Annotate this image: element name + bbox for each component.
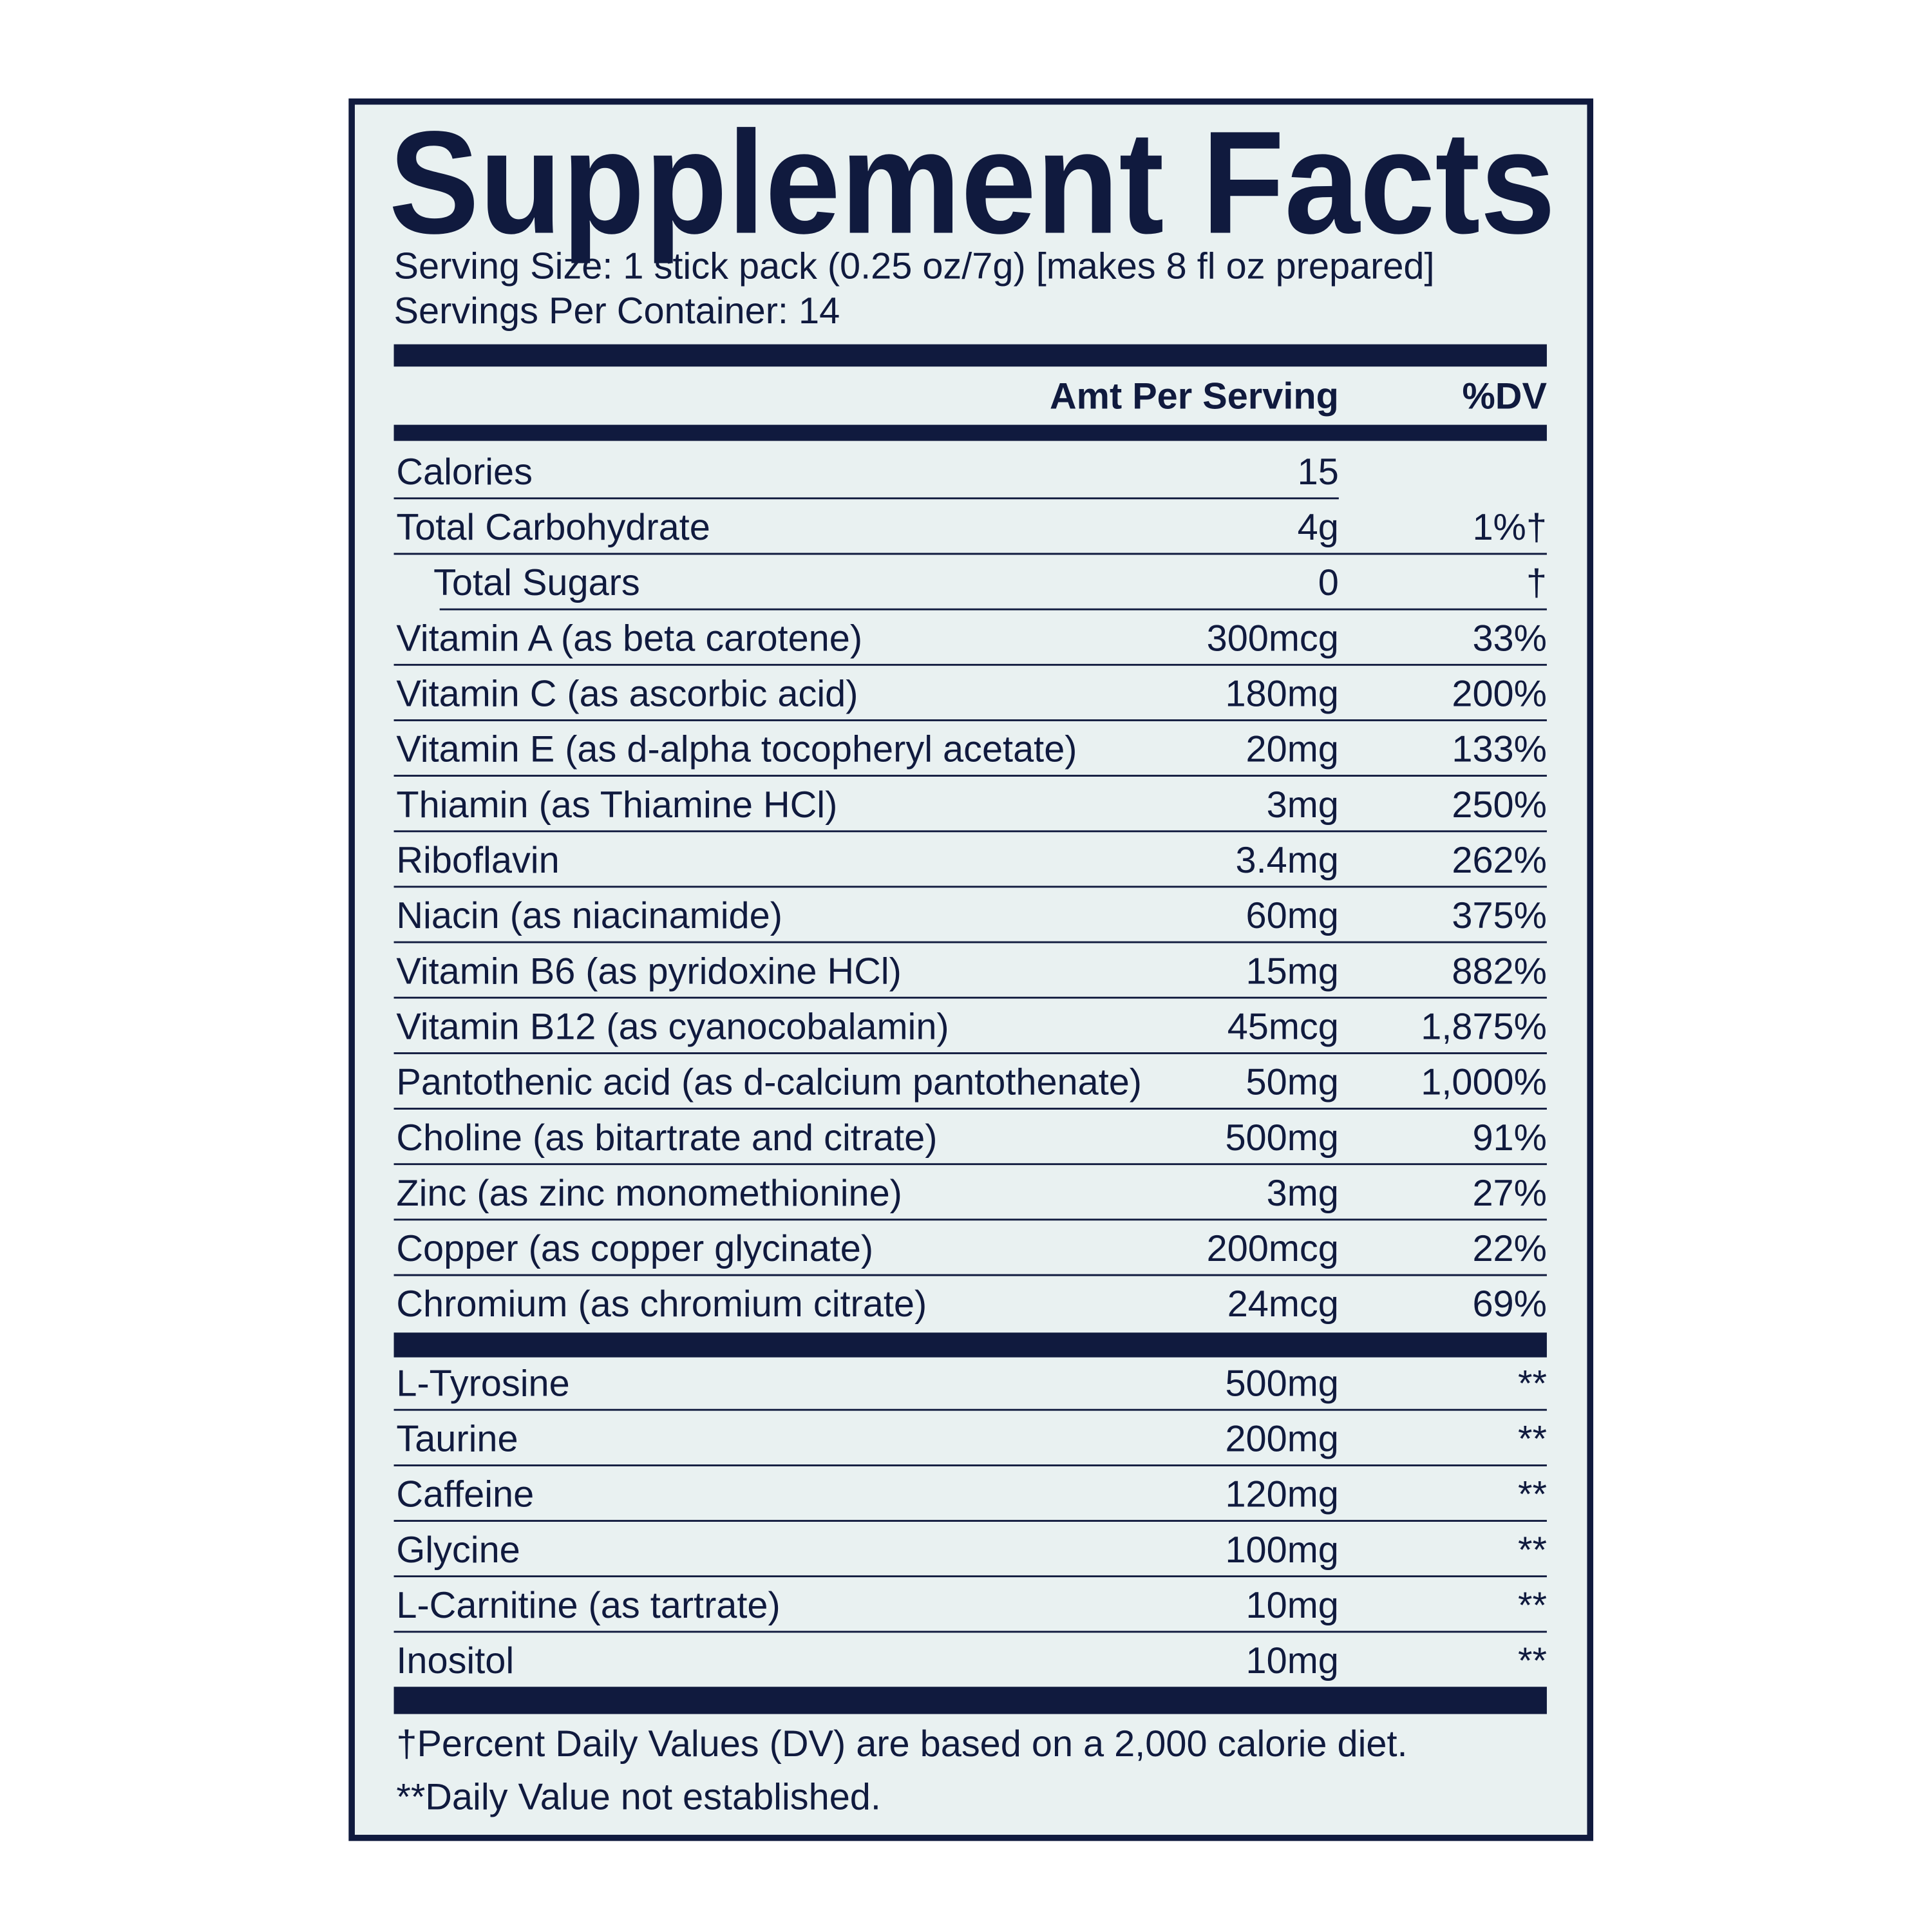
daily-value: ** <box>1518 1640 1547 1681</box>
nutrient-name: Total Carbohydrate <box>396 507 710 548</box>
nutrient-name: Thiamin (as Thiamine HCl) <box>396 784 837 826</box>
column-header: %DV <box>1462 376 1547 417</box>
nutrient-name: Caffeine <box>396 1474 534 1515</box>
amount: 4g <box>1298 507 1339 548</box>
nutrient-name: Total Sugars <box>433 562 640 603</box>
daily-value: 250% <box>1452 784 1547 826</box>
daily-value: 200% <box>1452 674 1547 715</box>
amount: 10mg <box>1246 1585 1339 1626</box>
daily-value: 262% <box>1452 840 1547 881</box>
daily-value: ** <box>1518 1363 1547 1404</box>
daily-value: 1,875% <box>1421 1006 1547 1047</box>
amount: 180mg <box>1225 674 1338 715</box>
daily-value: 22% <box>1472 1228 1546 1269</box>
servings-per-container: Servings Per Container: 14 <box>394 290 840 332</box>
nutrient-name: Copper (as copper glycinate) <box>396 1228 873 1269</box>
amount: 3mg <box>1267 784 1339 826</box>
amount: 15 <box>1298 451 1339 493</box>
daily-value: † <box>1526 562 1547 603</box>
nutrient-name: Pantothenic acid (as d-calcium pantothen… <box>396 1062 1142 1103</box>
daily-value: ** <box>1518 1585 1547 1626</box>
daily-value: 882% <box>1452 951 1547 992</box>
nutrient-name: Vitamin C (as ascorbic acid) <box>396 674 858 715</box>
daily-value: 133% <box>1452 729 1547 770</box>
amount: 60mg <box>1246 895 1339 936</box>
amount: 50mg <box>1246 1062 1339 1103</box>
daily-value: 375% <box>1452 895 1547 936</box>
nutrient-name: Zinc (as zinc monomethionine) <box>396 1173 902 1214</box>
amount: 15mg <box>1246 951 1339 992</box>
footnote: **Daily Value not established. <box>396 1777 881 1818</box>
amount: 24mcg <box>1227 1283 1339 1325</box>
amount: 120mg <box>1225 1474 1338 1515</box>
daily-value: 69% <box>1472 1283 1546 1325</box>
thick-rule <box>393 1332 1547 1358</box>
nutrient-name: Inositol <box>396 1640 514 1681</box>
nutrient-name: Vitamin A (as beta carotene) <box>396 618 862 659</box>
daily-value: ** <box>1518 1530 1547 1571</box>
thick-rule <box>393 344 1547 367</box>
nutrient-name: Taurine <box>396 1418 518 1459</box>
amount: 45mcg <box>1227 1006 1339 1047</box>
amount: 20mg <box>1246 729 1339 770</box>
nutrient-name: Vitamin B6 (as pyridoxine HCl) <box>396 951 901 992</box>
nutrient-name: L-Carnitine (as tartrate) <box>396 1585 780 1626</box>
amount: 200mg <box>1225 1418 1338 1459</box>
thick-rule <box>393 1687 1547 1714</box>
daily-value: 1,000% <box>1421 1062 1547 1103</box>
amount: 500mg <box>1225 1363 1338 1404</box>
nutrient-name: Choline (as bitartrate and citrate) <box>396 1117 937 1159</box>
daily-value: 27% <box>1472 1173 1546 1214</box>
serving-size: Serving Size: 1 stick pack (0.25 oz/7g) … <box>394 246 1435 287</box>
nutrient-name: Chromium (as chromium citrate) <box>396 1283 927 1325</box>
footnote: †Percent Daily Values (DV) are based on … <box>396 1723 1407 1765</box>
thick-rule <box>393 424 1547 441</box>
daily-value: ** <box>1518 1474 1547 1515</box>
amount: 3mg <box>1267 1173 1339 1214</box>
nutrient-name: Vitamin B12 (as cyanocobalamin) <box>396 1006 949 1047</box>
amount: 3.4mg <box>1236 840 1339 881</box>
daily-value: ** <box>1518 1418 1547 1459</box>
column-header: Amt Per Serving <box>1050 376 1339 417</box>
daily-value: 91% <box>1472 1117 1546 1159</box>
nutrient-name: Calories <box>396 451 533 493</box>
amount: 10mg <box>1246 1640 1339 1681</box>
amount: 300mcg <box>1207 618 1339 659</box>
daily-value: 1%† <box>1472 507 1546 548</box>
nutrient-name: L-Tyrosine <box>396 1363 569 1404</box>
amount: 100mg <box>1225 1530 1338 1571</box>
nutrient-name: Glycine <box>396 1530 520 1571</box>
amount: 200mcg <box>1207 1228 1339 1269</box>
nutrient-name: Riboflavin <box>396 840 559 881</box>
label-box <box>348 98 1594 1841</box>
nutrient-name: Vitamin E (as d-alpha tocopheryl acetate… <box>396 729 1077 770</box>
title: Supplement Facts <box>389 102 1556 265</box>
amount: 500mg <box>1225 1117 1338 1159</box>
daily-value: 33% <box>1472 618 1546 659</box>
nutrient-name: Niacin (as niacinamide) <box>396 895 782 936</box>
amount: 0 <box>1318 562 1339 603</box>
